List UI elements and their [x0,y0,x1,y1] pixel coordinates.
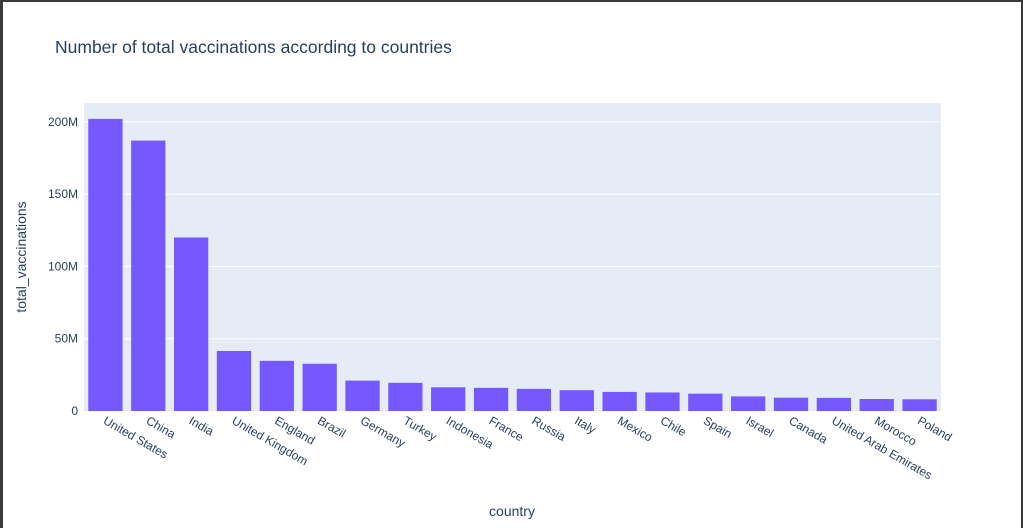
bar [88,118,123,412]
bar [516,388,552,411]
plot-area [84,103,941,411]
chart-title: Number of total vaccinations according t… [55,37,452,57]
bar [259,360,294,411]
bar [602,391,637,411]
bar [131,140,166,411]
x-tick-label: Germany [358,413,408,450]
x-tick-label: Indonesia [444,413,496,451]
x-tick-label: Italy [572,413,598,436]
gridlines [84,121,941,340]
x-tick-label: Chile [658,413,689,439]
bar [345,380,380,411]
bar [431,387,466,411]
x-tick-label: Brazil [315,413,348,440]
bar [731,396,766,411]
bar [859,398,894,411]
bar [816,397,852,411]
bar [173,237,209,411]
y-axis-title: total_vaccinations [13,201,29,312]
x-tick-label: Poland [915,413,954,444]
y-tick-label: 150M [48,187,78,201]
x-axis-title: country [489,503,535,519]
x-tick-label: United Kingdom [229,413,310,468]
bar [302,363,337,411]
y-tick-label: 100M [48,259,78,273]
bar [902,399,937,411]
bar [473,387,509,411]
y-tick-label: 200M [48,115,78,129]
y-tick-label: 50M [55,332,78,346]
y-axis-ticks: 0 50M 100M 150M 200M [48,115,78,418]
x-tick-label: Canada [787,413,831,446]
bar [559,390,594,411]
y-tick-label: 0 [71,404,78,418]
window-frame-top [0,0,1023,2]
bar [645,392,680,411]
bar [773,397,809,411]
x-tick-label: Spain [701,413,735,440]
x-tick-label: Mexico [615,413,655,444]
x-tick-label: Russia [529,413,568,444]
x-tick-label: Israel [744,413,776,440]
x-tick-label: India [187,413,217,438]
bars [88,118,937,412]
bar [388,382,423,411]
bar [216,350,252,411]
window-frame-left [0,0,3,528]
window-frame-right [1021,0,1023,528]
bar [688,393,723,411]
